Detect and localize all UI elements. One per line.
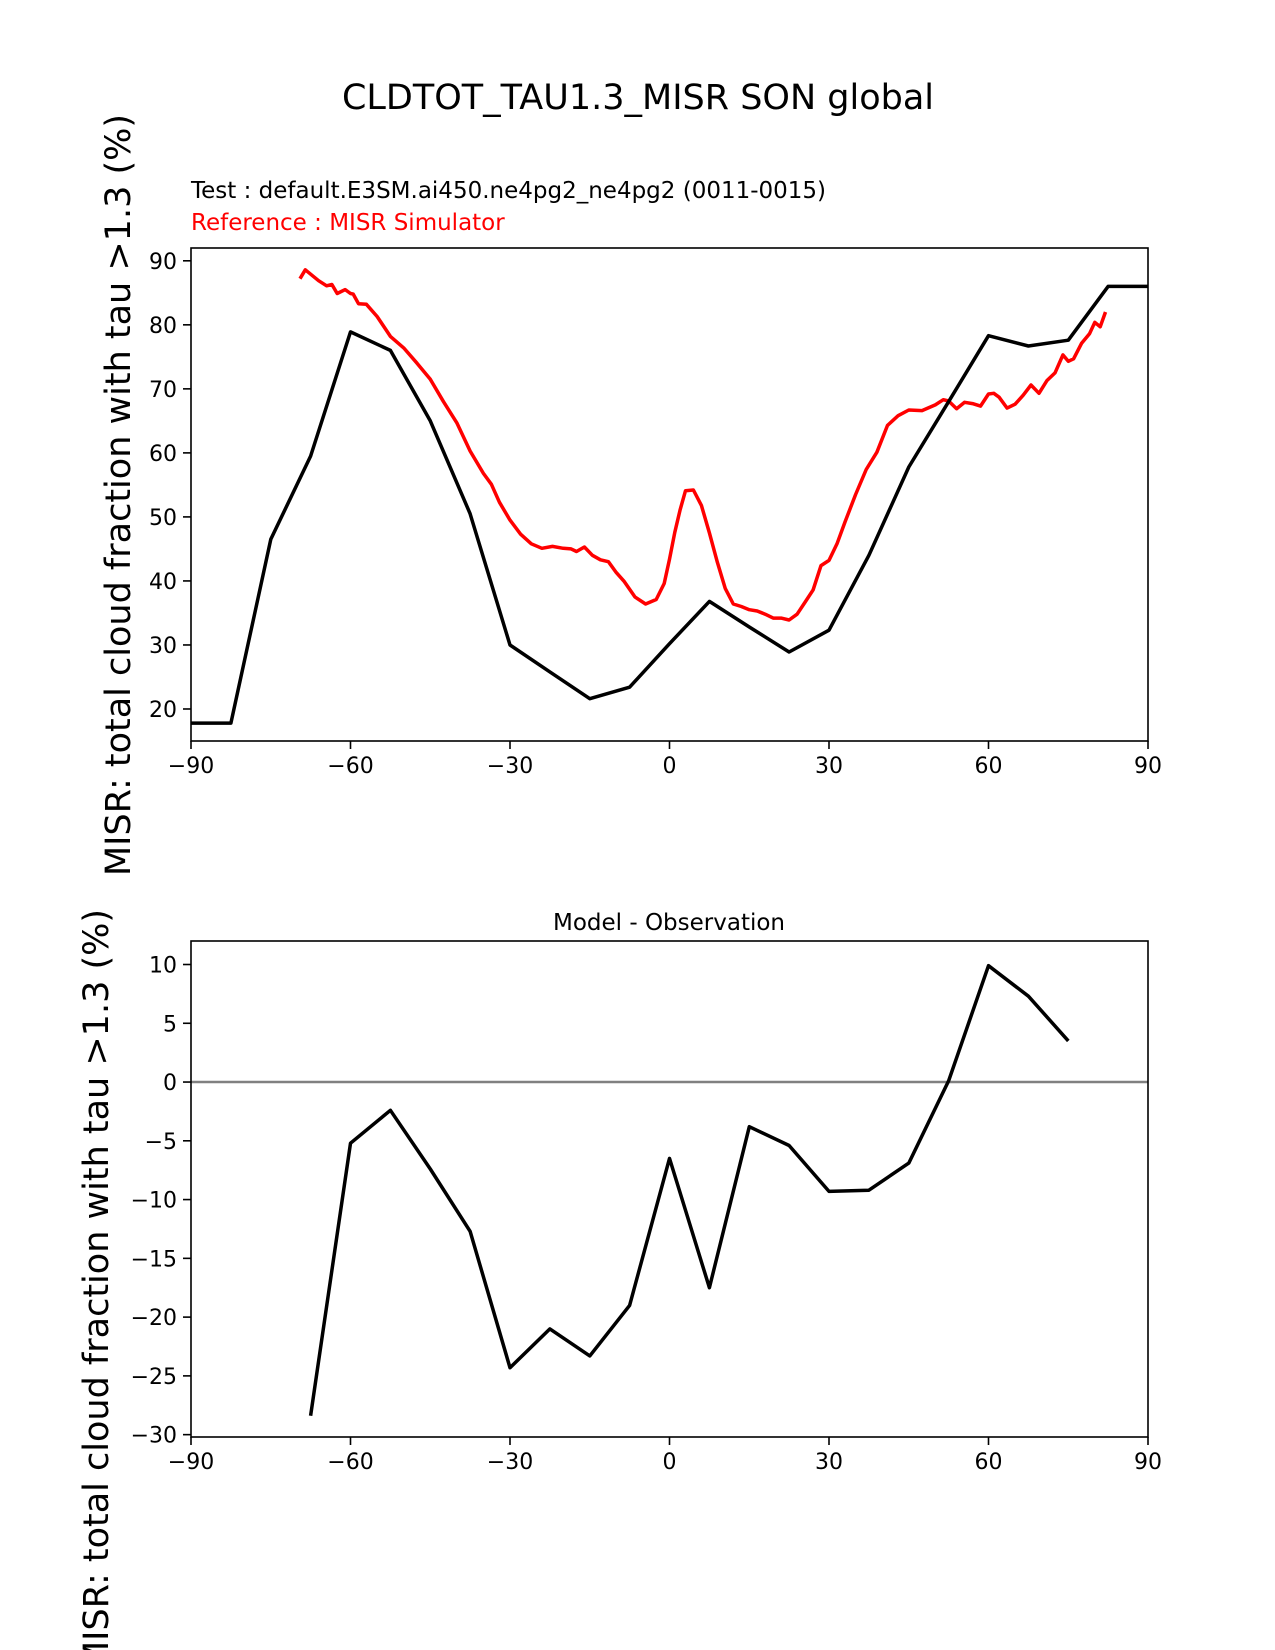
x-tick-label: 60 <box>975 1450 1003 1475</box>
x-tick-label: −60 <box>327 1450 373 1475</box>
y-tick-label: 30 <box>149 634 177 659</box>
test-subtitle: Test : default.E3SM.ai450.ne4pg2_ne4pg2 … <box>190 178 826 204</box>
difference-series-line <box>308 963 1070 1417</box>
reference-subtitle: Reference : MISR Simulator <box>191 210 505 236</box>
figure-title: CLDTOT_TAU1.3_MISR SON global <box>342 78 934 118</box>
y-tick-label: 70 <box>149 378 177 403</box>
top-y-axis-label: MISR: total cloud fraction with tau >1.3… <box>99 114 139 876</box>
y-tick-label: 80 <box>149 314 177 339</box>
x-tick-label: 0 <box>663 1450 677 1475</box>
y-tick-label: 90 <box>149 250 177 275</box>
x-tick-label: −90 <box>168 1450 214 1475</box>
y-tick-label: −25 <box>131 1365 177 1390</box>
x-tick-label: 90 <box>1134 1450 1162 1475</box>
top-series-lines <box>191 268 1148 725</box>
test-series-line <box>191 284 1148 725</box>
bottom-y-axis-label: MISR: total cloud fraction with tau >1.3… <box>77 909 117 1650</box>
x-tick-label: 0 <box>663 754 677 779</box>
reference-series-line <box>298 268 1108 622</box>
x-tick-label: 90 <box>1134 754 1162 779</box>
bottom-title: Model - Observation <box>553 910 785 936</box>
y-tick-label: 5 <box>163 1012 177 1037</box>
top-ticks: −90 −60 −30 0 30 60 90 20 30 40 50 60 70 80 90 <box>149 250 1162 779</box>
y-tick-label: −15 <box>131 1247 177 1272</box>
bottom-axes-frame <box>190 940 1149 1438</box>
bottom-ticks: −90 −60 −30 0 30 60 90 10 5 0 −5 −10 −15 −20 −25 −30 <box>131 954 1162 1475</box>
y-tick-label: 20 <box>149 698 177 723</box>
y-tick-label: −10 <box>131 1189 177 1214</box>
x-tick-label: −60 <box>327 754 373 779</box>
x-tick-label: 60 <box>975 754 1003 779</box>
y-tick-label: −5 <box>145 1130 177 1155</box>
x-tick-label: −90 <box>168 754 214 779</box>
bottom-panel: Model - Observation MISR: total cloud fr… <box>77 909 1162 1650</box>
x-tick-label: −30 <box>487 1450 533 1475</box>
top-axes-frame <box>190 247 1149 742</box>
y-tick-label: 10 <box>149 954 177 979</box>
y-tick-label: −30 <box>131 1424 177 1449</box>
y-tick-label: 40 <box>149 570 177 595</box>
y-tick-label: −20 <box>131 1306 177 1331</box>
bottom-series-lines <box>191 963 1148 1417</box>
y-tick-label: 60 <box>149 442 177 467</box>
x-tick-label: −30 <box>487 754 533 779</box>
y-tick-label: 0 <box>163 1071 177 1096</box>
top-panel: Test : default.E3SM.ai450.ne4pg2_ne4pg2 … <box>99 114 1162 876</box>
y-tick-label: 50 <box>149 506 177 531</box>
x-tick-label: 30 <box>815 1450 843 1475</box>
x-tick-label: 30 <box>815 754 843 779</box>
